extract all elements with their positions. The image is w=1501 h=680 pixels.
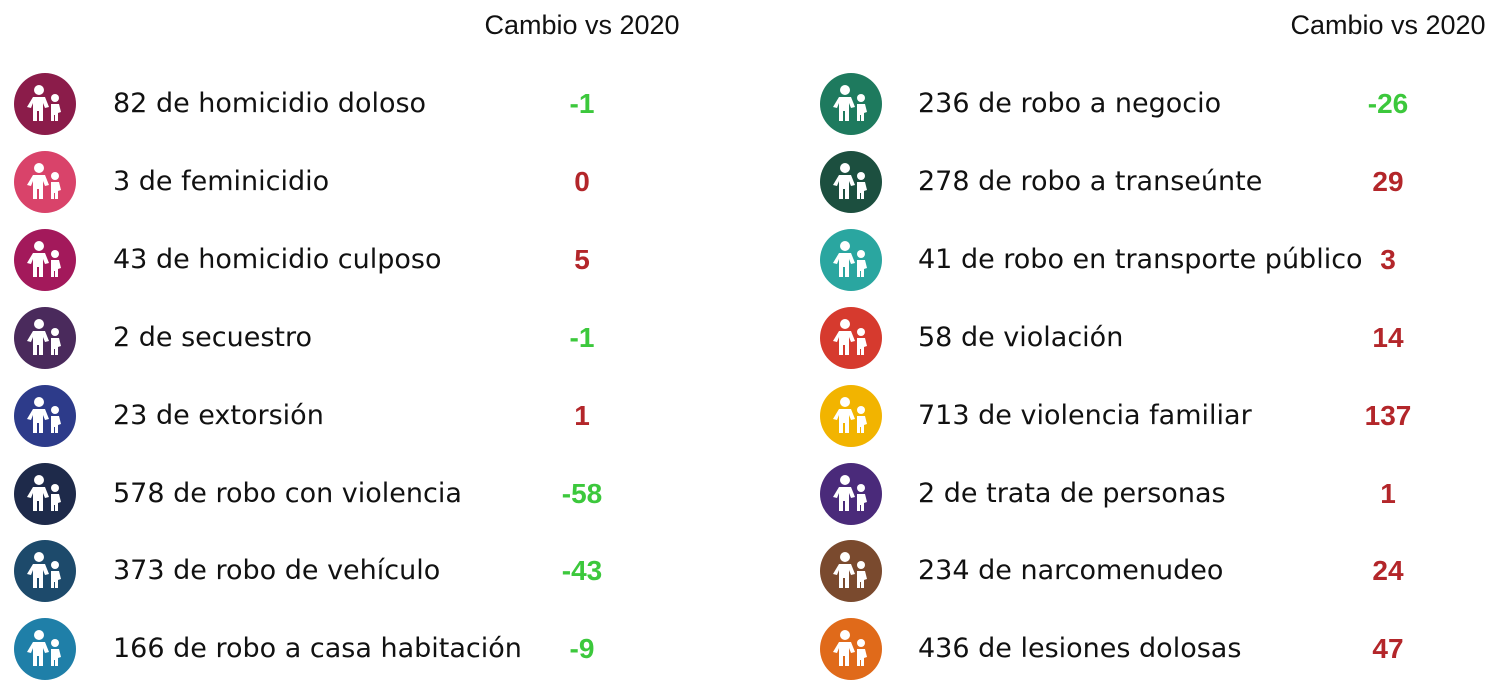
crime-name: de robo a transeúnte [978,165,1263,197]
crime-name: de robo en transporte público [960,243,1363,275]
change: 24 [1372,555,1404,587]
count: 436 [918,633,970,665]
icon [820,540,882,603]
crime-name: de robo de vehículo [173,555,441,587]
crime-name: de homicidio doloso [155,88,427,119]
crime-name: de secuestro [138,321,313,353]
crime-label: 234 de narcomenudeo [918,554,1223,588]
icon [14,228,76,291]
crime-label: 82 de homicidio doloso [113,87,426,121]
crime-label: 713 de violencia familiar [918,399,1252,433]
crime-name: de lesiones dolosas [978,633,1242,665]
change: 1 [1380,477,1396,509]
count: 82 [113,88,148,119]
change: 3 [1380,243,1396,275]
crime-name: de robo con violencia [173,477,462,509]
change: 137 [1364,399,1412,431]
crime-label: 23 de extorsión [113,399,324,433]
icon [820,462,882,525]
icon [14,150,76,213]
change: 29 [1372,165,1404,197]
crime-label: 3 de feminicidio [113,165,329,199]
icon [820,228,882,291]
icon [14,462,76,525]
change: -43 [561,555,603,587]
crime-label: 43 de homicidio culposo [113,243,442,277]
icon [14,306,76,369]
icon [14,73,76,135]
count: 578 [113,477,165,509]
change: -26 [1367,88,1409,119]
icon [820,306,882,369]
column-header: Cambio vs 2020 [1290,10,1486,40]
change: 1 [574,399,590,431]
icon [820,384,882,447]
crime-label: 236 de robo a negocio [918,87,1221,121]
change: -1 [569,321,595,353]
crime-label: 2 de secuestro [113,321,312,355]
crime-name: de robo a casa habitación [173,633,522,665]
change: -9 [569,633,595,665]
count: 236 [918,88,970,119]
count: 43 [113,243,148,275]
crime-label: 436 de lesiones dolosas [918,632,1241,666]
icon [14,384,76,447]
crime-label: 2 de trata de personas [918,477,1226,511]
change: 47 [1372,633,1404,665]
crime-label: 166 de robo a casa habitación [113,632,522,666]
icon [820,73,882,135]
crime-label: 278 de robo a transeúnte [918,165,1262,199]
change: -58 [561,477,603,509]
icon [820,150,882,213]
count: 23 [113,399,148,431]
count: 2 [918,477,936,509]
crime-name: de feminicidio [138,165,330,197]
column-header: Cambio vs 2020 [484,10,680,40]
count: 58 [918,321,953,353]
count: 166 [113,633,165,665]
crime-label: 578 de robo con violencia [113,477,462,511]
crime-name: de narcomenudeo [978,555,1224,587]
icon [14,540,76,603]
crime-name: de violación [960,321,1124,353]
crime-name: de extorsión [155,399,324,431]
count: 41 [918,243,953,275]
count: 713 [918,399,970,431]
change: 14 [1372,321,1404,353]
change: 0 [574,165,590,197]
count: 3 [113,165,131,197]
crime-label: 58 de violación [918,321,1123,355]
crime-name: de robo a negocio [978,88,1222,119]
change: -1 [569,88,595,119]
crime-name: de violencia familiar [978,399,1252,431]
count: 2 [113,321,131,353]
change: 5 [574,243,590,275]
crime-label: 41 de robo en transporte público [918,243,1363,277]
count: 373 [113,555,165,587]
count: 278 [918,165,970,197]
crime-name: de trata de personas [943,477,1226,509]
crime-label: 373 de robo de vehículo [113,554,440,588]
icon [820,618,882,680]
crime-name: de homicidio culposo [155,243,442,275]
icon [14,618,76,680]
count: 234 [918,555,970,587]
